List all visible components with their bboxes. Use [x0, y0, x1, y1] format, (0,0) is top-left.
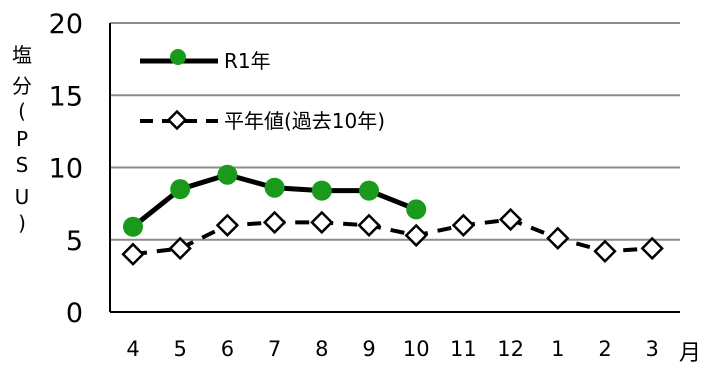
series-layer	[121, 164, 664, 266]
y-tick-label-0: 0	[66, 298, 83, 329]
grid-lines	[109, 22, 680, 313]
point-s0-6	[217, 164, 238, 185]
legend: R1年 平年値(過去10年)	[140, 49, 385, 133]
point-s1-5	[168, 236, 192, 261]
point-s1-2	[593, 239, 617, 263]
x-tick-label-8: 8	[315, 337, 328, 361]
x-tick-label-3: 3	[646, 337, 659, 361]
x-tick-label-4: 4	[126, 337, 139, 361]
y-label-char-1: 分	[12, 74, 32, 98]
y-label-char-4: S	[16, 153, 29, 177]
point-s1-1	[546, 226, 570, 250]
point-s0-10	[406, 199, 427, 220]
point-s1-6	[215, 213, 240, 237]
x-tick-label-1: 1	[551, 337, 564, 361]
legend-normal-marker	[166, 109, 188, 131]
point-s1-7	[262, 210, 287, 235]
legend-entry-r1: R1年	[140, 49, 271, 73]
x-tick-labels: 4 5 6 7 8 9 10 11 12 1 2 3	[126, 337, 659, 361]
point-s0-4	[123, 216, 143, 237]
point-s0-7	[264, 177, 285, 198]
point-s1-11	[451, 213, 476, 237]
point-s1-3	[640, 236, 664, 261]
x-tick-label-10: 10	[403, 337, 430, 361]
point-s1-9	[357, 213, 381, 237]
legend-entry-normal: 平年値(過去10年)	[140, 109, 385, 133]
point-s1-8	[310, 210, 334, 235]
point-s1-10	[404, 223, 428, 248]
y-label-char-5: U	[15, 185, 30, 209]
x-tick-label-12: 12	[497, 337, 524, 361]
y-label-char-0: 塩	[12, 43, 32, 67]
point-s1-4	[121, 242, 145, 266]
x-tick-label-2: 2	[598, 337, 611, 361]
x-axis-unit: 月	[679, 341, 701, 366]
x-tick-label-6: 6	[221, 337, 234, 361]
point-s1-12	[498, 207, 523, 232]
legend-normal-label: 平年値(過去10年)	[224, 109, 385, 133]
series-line-1	[132, 217, 653, 257]
x-tick-label-5: 5	[174, 337, 187, 361]
y-label-char-2: (	[18, 99, 26, 123]
y-tick-label-15: 15	[49, 81, 83, 112]
point-s0-9	[359, 180, 379, 201]
point-s0-8	[311, 180, 332, 201]
y-tick-label-20: 20	[49, 9, 83, 40]
legend-r1-marker	[170, 49, 186, 65]
y-axis-label: 塩分( PSU)	[12, 43, 32, 235]
y-tick-label-10: 10	[49, 154, 83, 185]
legend-r1-label: R1年	[224, 49, 271, 73]
y-tick-label-5: 5	[66, 226, 83, 257]
x-tick-label-7: 7	[268, 337, 281, 361]
x-tick-label-11: 11	[450, 337, 477, 361]
y-tick-labels: 0 5 10 15 20	[49, 9, 83, 329]
x-tick-label-9: 9	[362, 337, 375, 361]
y-label-char-6: )	[18, 211, 26, 235]
y-label-char-3: P	[16, 127, 28, 151]
point-s0-5	[170, 179, 191, 200]
